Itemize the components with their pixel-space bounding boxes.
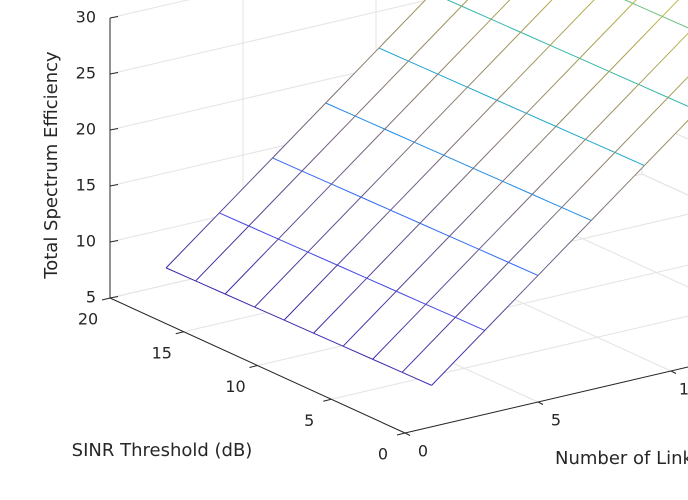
mesh-line — [431, 119, 688, 386]
mesh-line — [195, 0, 469, 282]
mesh-line — [313, 0, 637, 334]
y-tick — [175, 331, 184, 335]
x-tick-label: 5 — [551, 411, 561, 430]
z-tick — [109, 296, 119, 299]
z-tick — [109, 184, 119, 187]
z-tick — [109, 72, 119, 75]
grid-line — [109, 0, 430, 75]
surface-face — [166, 0, 688, 386]
mesh-line — [219, 212, 486, 331]
grid-line — [641, 173, 688, 196]
mesh-line — [446, 0, 688, 107]
z-tick — [109, 240, 119, 243]
x-tick-label: 10 — [679, 380, 688, 399]
y-tick-label: 15 — [152, 343, 172, 362]
y-tick-label: 20 — [78, 310, 98, 329]
z-tick — [109, 128, 119, 131]
x-axis-label: Number of Links — [555, 448, 688, 469]
z-tick-label: 15 — [76, 176, 96, 195]
y-tick — [323, 398, 332, 402]
x-tick — [670, 370, 677, 374]
mesh-line — [165, 267, 432, 386]
y-tick-label: 5 — [304, 411, 314, 430]
mesh-line — [224, 0, 511, 295]
mesh-line — [342, 0, 679, 347]
mesh-line — [401, 76, 688, 373]
x-tick — [537, 401, 544, 405]
mesh-line — [272, 157, 539, 276]
x-tick-label: 0 — [418, 442, 428, 461]
mesh-line — [254, 0, 553, 308]
x-tick — [404, 432, 411, 436]
z-tick-label: 10 — [76, 232, 96, 251]
z-tick — [109, 16, 119, 19]
z-tick-label: 30 — [76, 8, 96, 27]
y-tick — [101, 297, 111, 301]
mesh-line — [372, 32, 688, 360]
mesh-line — [325, 102, 592, 221]
mesh-line — [378, 47, 645, 166]
z-tick-label: 25 — [76, 64, 96, 83]
y-axis-label: SINR Threshold (dB) — [72, 440, 253, 461]
mesh-line — [283, 0, 595, 321]
y-tick — [396, 432, 406, 436]
y-tick — [249, 365, 258, 368]
mesh-line — [165, 0, 427, 269]
z-tick-label: 20 — [76, 120, 96, 139]
grid-line — [641, 173, 688, 196]
z-tick-label: 5 — [86, 288, 96, 307]
y-tick-label: 10 — [225, 377, 245, 396]
z-axis-label: Total Spectrum Efficiency — [41, 51, 62, 280]
y-tick-label: 0 — [378, 445, 388, 464]
